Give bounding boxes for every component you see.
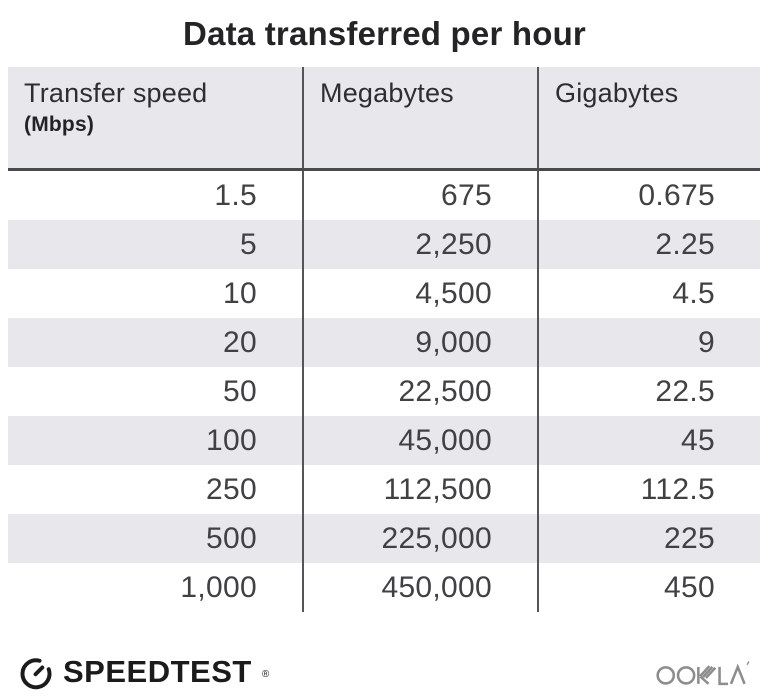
column-header-label: Gigabytes	[555, 78, 679, 108]
gigabytes-cell: 450	[537, 563, 760, 612]
column-header-transfer-speed: Transfer speed (Mbps)	[8, 67, 303, 171]
table-header: Transfer speed (Mbps) Megabytes Gigabyte…	[8, 67, 760, 171]
table-row: 5 2,250 2.25	[8, 220, 760, 269]
gigabytes-cell: 112.5	[537, 465, 760, 514]
table-row: 500 225,000 225	[8, 514, 760, 563]
speed-cell: 20	[8, 318, 303, 367]
speed-cell: 1,000	[180, 570, 257, 604]
gigabytes-cell: 225	[537, 514, 760, 563]
gigabytes-cell: 22.5	[537, 367, 760, 416]
speed-cell: 1.5	[214, 178, 257, 212]
page-title: Data transferred per hour	[183, 15, 586, 52]
speed-cell: 10	[223, 276, 257, 310]
speedtest-wordmark: SPEEDTEST	[63, 654, 252, 689]
ookla-logo: OOKLA	[656, 655, 756, 689]
megabytes-cell: 22,500	[302, 367, 538, 416]
footer: SPEEDTEST ® OOKLA	[18, 654, 756, 690]
table-row: 1,000 450,000 450	[8, 563, 760, 612]
megabytes-cell: 225,000	[302, 514, 538, 563]
column-header-label: Transfer speed	[24, 78, 208, 108]
table-row: 100 45,000 45	[8, 416, 760, 465]
table-row: 10 4,500 4.5	[8, 269, 760, 318]
header-row: Transfer speed (Mbps) Megabytes Gigabyte…	[8, 67, 760, 171]
speed-cell: 50	[223, 374, 257, 408]
data-table: Transfer speed (Mbps) Megabytes Gigabyte…	[8, 67, 760, 612]
table-row: 250 112,500 112.5	[8, 465, 760, 514]
megabytes-cell: 4,500	[302, 269, 538, 318]
column-header-megabytes: Megabytes	[302, 67, 538, 171]
column-header-gigabytes: Gigabytes	[537, 67, 760, 171]
registered-trademark-icon: ®	[261, 668, 270, 680]
table-row: 20 9,000 9	[8, 318, 760, 367]
ookla-wordmark-icon	[656, 661, 750, 686]
gigabytes-cell: 0.675	[537, 169, 760, 220]
megabytes-cell: 450,000	[302, 563, 538, 612]
gigabytes-cell: 2.25	[537, 220, 760, 269]
table-body: 1.5 675 0.675 5 2,250 2.25 10 4,500 4.5 …	[8, 169, 760, 612]
megabytes-cell: 45,000	[302, 416, 538, 465]
megabytes-cell: 2,250	[302, 220, 538, 269]
megabytes-cell: 675	[302, 169, 538, 220]
gigabytes-cell: 4.5	[537, 269, 760, 318]
column-header-unit: (Mbps)	[24, 113, 95, 136]
speed-cell: 5	[8, 220, 303, 269]
gigabytes-cell: 45	[537, 416, 760, 465]
gigabytes-cell: 9	[537, 318, 760, 367]
megabytes-cell: 9,000	[302, 318, 538, 367]
speed-cell: 500	[8, 514, 303, 563]
megabytes-cell: 112,500	[302, 465, 538, 514]
column-header-label: Megabytes	[320, 78, 454, 108]
speed-cell: 250	[206, 472, 257, 506]
speedtest-logo: SPEEDTEST ®	[18, 654, 270, 690]
table-row: 50 22,500 22.5	[8, 367, 760, 416]
speed-cell: 100	[8, 416, 303, 465]
table-row: 1.5 675 0.675	[8, 169, 760, 220]
speedometer-gauge-icon	[20, 658, 52, 690]
